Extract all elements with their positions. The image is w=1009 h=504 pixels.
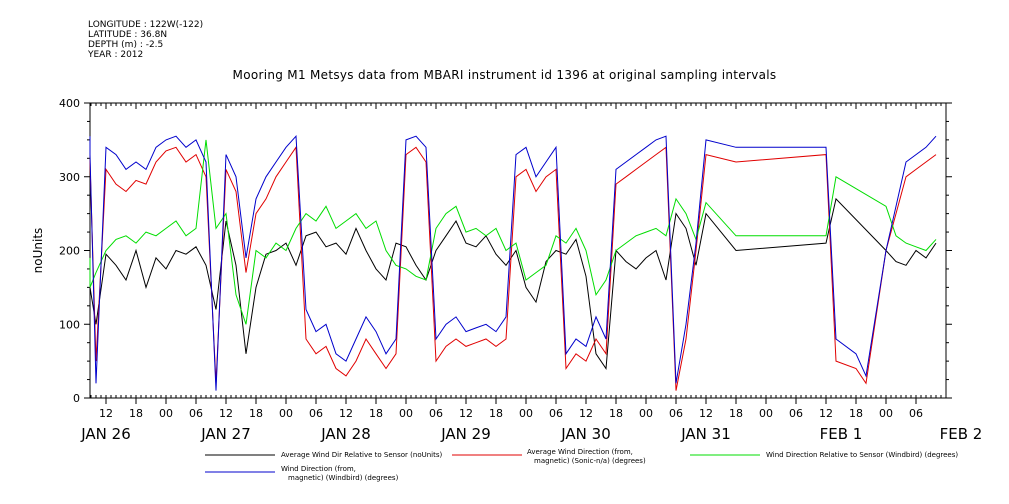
x-tick-label: 12 (819, 407, 833, 420)
x-tick-label: 00 (279, 407, 293, 420)
x-tick-label: 12 (699, 407, 713, 420)
x-day-label: FEB 2 (940, 425, 983, 443)
x-day-label: JAN 30 (560, 425, 611, 443)
x-day-label: FEB 1 (820, 425, 863, 443)
x-tick-label: 18 (369, 407, 383, 420)
metadata-block: LONGITUDE : 122W(-122) LATITUDE : 36.8N … (88, 20, 203, 60)
x-tick-label: 12 (459, 407, 473, 420)
y-tick-label: 300 (59, 171, 80, 184)
y-tick-label: 100 (59, 318, 80, 331)
depth-label: DEPTH (m) : -2.5 (88, 40, 164, 50)
x-tick-label: 00 (399, 407, 413, 420)
x-tick-label: 12 (219, 407, 233, 420)
legend-label-0: Average Wind Dir Relative to Sensor (noU… (281, 451, 442, 459)
series-line-3 (89, 134, 937, 391)
x-tick-label: 00 (159, 407, 173, 420)
y-tick-label: 200 (59, 245, 80, 258)
series-line-0 (89, 197, 937, 370)
x-day-label: JAN 28 (320, 425, 371, 443)
legend-label-2: Wind Direction Relative to Sensor (Windb… (766, 451, 958, 459)
legend-label-1: magnetic) (Sonic-n/a) (degrees) (534, 457, 646, 465)
x-tick-label: 06 (789, 407, 803, 420)
x-tick-label: 00 (639, 407, 653, 420)
x-day-label: JAN 26 (80, 425, 131, 443)
x-tick-label: 18 (489, 407, 503, 420)
x-tick-label: 18 (249, 407, 263, 420)
y-tick-label: 400 (59, 97, 80, 110)
y-axis-label: noUnits (31, 228, 45, 274)
x-day-label: JAN 29 (440, 425, 491, 443)
year-label: YEAR : 2012 (88, 50, 144, 60)
x-day-label: JAN 31 (680, 425, 731, 443)
chart-title: Mooring M1 Metsys data from MBARI instru… (232, 68, 777, 82)
series-line-1 (89, 145, 937, 391)
x-tick-label: 06 (189, 407, 203, 420)
x-tick-label: 06 (909, 407, 923, 420)
x-day-label: JAN 27 (200, 425, 251, 443)
y-tick-label: 0 (73, 392, 80, 405)
series-line-2 (89, 139, 937, 325)
x-tick-label: 00 (759, 407, 773, 420)
latitude-label: LATITUDE : 36.8N (88, 30, 168, 40)
x-tick-label: 06 (429, 407, 443, 420)
longitude-label: LONGITUDE : 122W(-122) (88, 20, 204, 30)
x-tick-label: 06 (309, 407, 323, 420)
x-tick-label: 12 (99, 407, 113, 420)
x-tick-label: 00 (519, 407, 533, 420)
x-tick-label: 18 (609, 407, 623, 420)
x-tick-label: 18 (849, 407, 863, 420)
x-tick-label: 06 (669, 407, 683, 420)
x-tick-label: 00 (879, 407, 893, 420)
legend-label-3: magnetic) (Windbird) (degrees) (288, 474, 399, 482)
legend-label-3: Wind Direction (from, (281, 465, 356, 473)
x-tick-label: 18 (729, 407, 743, 420)
legend-label-1: Average Wind Direction (from, (527, 448, 633, 456)
x-tick-label: 18 (129, 407, 143, 420)
x-tick-label: 12 (579, 407, 593, 420)
x-tick-label: 06 (549, 407, 563, 420)
x-tick-label: 12 (339, 407, 353, 420)
